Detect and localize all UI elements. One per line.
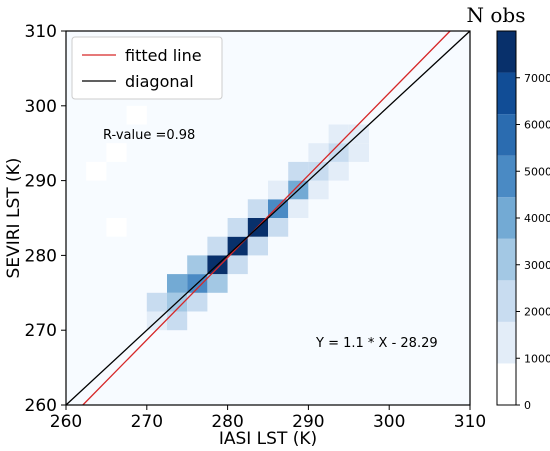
- heatmap-cell: [328, 124, 349, 144]
- heatmap-cell: [126, 105, 147, 125]
- heatmap-cell: [328, 161, 349, 181]
- colorbar-level: [497, 321, 516, 364]
- legend: fitted line diagonal: [71, 36, 223, 100]
- legend-box: [71, 36, 223, 100]
- colorbar-level: [497, 238, 516, 281]
- heatmap-cell: [106, 143, 127, 162]
- x-tick-label: 310: [454, 412, 486, 432]
- r-value-annotation: R-value =0.98: [103, 128, 195, 143]
- colorbar-tick-label: 3000: [524, 259, 550, 272]
- colorbar-tick-label: 1000: [524, 352, 550, 365]
- colorbar-title: N obs: [467, 3, 526, 27]
- regression-lines: [65, 30, 471, 406]
- colorbar-level: [497, 280, 516, 322]
- legend-label-fitted: fitted line: [125, 46, 202, 65]
- x-tick-label: 300: [373, 412, 405, 432]
- colorbar: 0 1000 2000 3000 4000 5000 6000 7000 N obs: [467, 3, 550, 412]
- colorbar-tick-label: 7000: [524, 72, 550, 85]
- heatmap-cell: [207, 274, 228, 293]
- colorbar-levels: [497, 31, 516, 405]
- heatmap-cell: [207, 236, 228, 256]
- colorbar-tick-label: 5000: [524, 165, 550, 178]
- heatmap-cell: [227, 218, 248, 237]
- colorbar-tick-label: 6000: [524, 119, 550, 132]
- colorbar-level: [497, 114, 516, 156]
- fitted-line: [82, 30, 451, 406]
- heatmap-cell: [288, 199, 309, 218]
- plot-frame: [65, 30, 471, 406]
- y-axis-ticks: 260 270 280 290 300 310: [25, 22, 66, 416]
- colorbar-tick-label: 0: [524, 399, 531, 412]
- colorbar-ticks: 0 1000 2000 3000 4000 5000 6000 7000: [516, 72, 550, 412]
- heatmap-cell: [348, 143, 369, 162]
- diagonal-line: [65, 30, 471, 406]
- x-tick-label: 270: [131, 412, 163, 432]
- y-tick-label: 310: [25, 22, 57, 42]
- heatmap-cell: [247, 236, 268, 256]
- heatmap-cell: [268, 180, 289, 200]
- colorbar-level: [497, 31, 516, 73]
- heatmap-cell: [308, 143, 329, 162]
- y-axis-label: SEVIRI LST (K): [4, 158, 24, 279]
- heatmap-cell: [187, 292, 208, 312]
- x-tick-label: 280: [211, 412, 243, 432]
- colorbar-level: [497, 155, 516, 198]
- legend-label-diagonal: diagonal: [125, 72, 194, 91]
- colorbar-level: [497, 72, 516, 115]
- y-tick-label: 260: [25, 396, 57, 416]
- y-tick-label: 300: [25, 97, 57, 117]
- x-axis-label: IASI LST (K): [219, 429, 317, 449]
- colorbar-level: [497, 363, 516, 405]
- y-tick-label: 270: [25, 321, 57, 341]
- x-tick-label: 260: [50, 412, 82, 432]
- heatmap-cell: [268, 218, 289, 237]
- heatmap-cell: [106, 218, 127, 237]
- heatmap-cell: [167, 274, 188, 293]
- heatmap-cell: [167, 311, 188, 331]
- x-tick-label: 290: [292, 412, 324, 432]
- heatmap-cell: [187, 255, 208, 275]
- heatmap-cell: [247, 199, 268, 218]
- x-axis-ticks: 260 270 280 290 300 310: [50, 405, 486, 432]
- heatmap-cell: [308, 180, 329, 200]
- heatmap-cell: [146, 292, 167, 312]
- colorbar-tick-label: 2000: [524, 306, 550, 319]
- colorbar-level: [497, 197, 516, 239]
- equation-annotation: Y = 1.1 * X - 28.29: [315, 336, 438, 351]
- heatmap-cell: [86, 161, 107, 181]
- y-tick-label: 290: [25, 172, 57, 192]
- colorbar-tick-label: 4000: [524, 212, 550, 225]
- heatmap-cell: [288, 161, 309, 181]
- heatmap-cell: [227, 255, 248, 275]
- y-tick-label: 280: [25, 246, 57, 266]
